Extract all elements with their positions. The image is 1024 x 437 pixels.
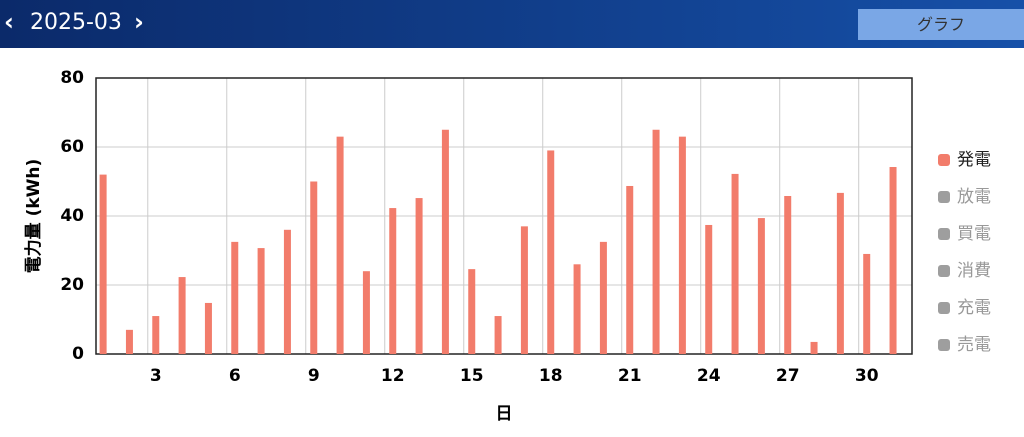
x-tick-label: 12 [381,366,405,386]
bar [283,229,291,354]
bar [836,192,844,354]
y-axis-label: 電力量 (kWh) [23,159,44,274]
bar [810,341,818,354]
bar [678,136,686,354]
chart: 0 20 40 60 80 3 6 9 12 15 18 21 24 27 30 日 電力量 (kWh) 発電放電… [23,68,991,424]
x-tick-label: 30 [855,366,879,386]
x-tick-label: 3 [150,366,162,386]
bar [652,129,660,354]
bar [784,195,792,354]
x-tick-label: 21 [618,366,642,386]
legend-label[interactable]: 発電 [957,150,991,170]
legend-swatch [938,191,950,203]
legend-label[interactable]: 充電 [957,298,991,318]
bar [310,181,318,354]
legend-swatch [938,154,950,166]
bar [494,316,502,354]
bar [573,264,581,354]
legend-label[interactable]: 買電 [957,224,991,244]
bar [336,136,344,354]
bar [389,208,397,354]
y-tick-label: 40 [60,206,84,226]
y-tick-label: 0 [72,344,84,364]
legend-label[interactable]: 消費 [957,261,991,281]
bar [731,173,739,354]
bar [599,241,607,354]
x-axis-label: 日 [496,404,513,424]
month: 2025-03 [30,10,122,35]
x-tick-label: 27 [776,366,800,386]
bar [99,174,107,354]
legend-label[interactable]: 売電 [957,335,991,355]
graph-button[interactable]: グラフ [858,9,1024,40]
bar [520,226,528,354]
y-tick-label: 80 [60,68,84,88]
bar [125,329,133,354]
bar [863,253,871,354]
bar [547,150,555,354]
bar [889,167,897,354]
legend-label[interactable]: 放電 [957,187,991,207]
bar [441,129,449,354]
legend-swatch [938,302,950,314]
next-month[interactable]: › [134,8,144,36]
x-tick-label: 24 [697,366,721,386]
legend-swatch [938,265,950,277]
header: ‹ 2025-03 › グラフ [0,0,1024,48]
bar [204,302,212,354]
bar [468,269,476,354]
legend-swatch [938,228,950,240]
bar [757,218,765,354]
bar [705,224,713,354]
bar [626,185,634,354]
x-tick-label: 6 [229,366,241,386]
prev-month[interactable]: ‹ [4,8,14,36]
x-tick-label: 18 [539,366,563,386]
bar [152,316,160,354]
x-tick-label: 9 [308,366,320,386]
bar [231,241,239,354]
bar [415,198,423,354]
y-tick-label: 20 [60,275,84,295]
bar [362,271,370,354]
legend-swatch [938,339,950,351]
x-tick-label: 15 [460,366,484,386]
y-tick-label: 60 [60,137,84,157]
bar [178,277,186,354]
bar [257,248,265,354]
plot-frame [95,77,913,355]
